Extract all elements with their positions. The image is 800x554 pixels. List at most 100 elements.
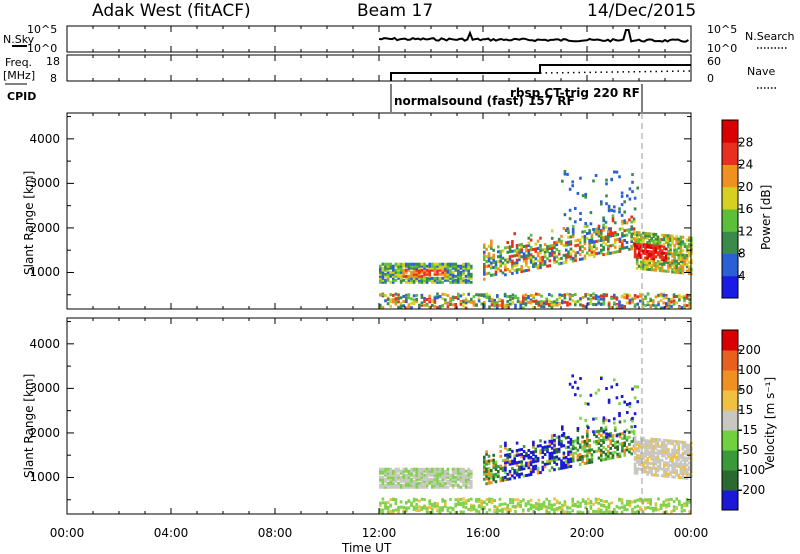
echo-cell xyxy=(649,502,652,506)
echo-cell xyxy=(506,245,509,249)
echo-cell xyxy=(553,260,556,264)
echo-cell xyxy=(660,445,664,449)
echo-cell xyxy=(555,260,559,264)
echo-cell xyxy=(394,292,398,296)
echo-cell xyxy=(464,262,468,266)
echo-cell xyxy=(620,294,624,298)
echo-cell xyxy=(667,245,670,249)
echo-cell xyxy=(635,467,639,471)
echo-cell xyxy=(513,456,516,460)
echo-cell xyxy=(553,441,556,445)
echo-cell xyxy=(397,297,400,300)
echo-cell xyxy=(615,434,619,438)
echo-cell xyxy=(537,498,541,502)
echo-cell xyxy=(399,485,403,489)
echo-cell xyxy=(594,294,598,298)
echo-cell xyxy=(529,233,533,237)
echo-cell xyxy=(392,266,395,270)
echo-cell xyxy=(650,453,653,457)
echo-cell xyxy=(586,451,589,455)
echo-cell xyxy=(600,229,603,233)
echo-cell xyxy=(384,272,387,276)
echo-cell xyxy=(640,436,643,440)
echo-cell xyxy=(462,292,465,296)
echo-cell xyxy=(492,256,495,260)
echo-cell xyxy=(470,280,473,284)
echo-cell xyxy=(623,210,626,214)
echo-cell xyxy=(483,263,486,266)
echo-cell xyxy=(415,473,418,477)
echo-cell xyxy=(454,469,457,473)
echo-cell xyxy=(597,227,601,231)
echo-cell xyxy=(579,212,582,215)
echo-cell xyxy=(475,498,478,502)
echo-cell xyxy=(412,266,416,270)
echo-cell xyxy=(576,238,580,242)
echo-cell xyxy=(436,483,439,487)
echo-cell xyxy=(687,254,691,258)
echo-cell xyxy=(683,472,687,476)
echo-cell xyxy=(568,302,572,306)
echo-cell xyxy=(648,241,651,245)
echo-cell xyxy=(609,442,612,445)
echo-cell xyxy=(671,464,674,468)
echo-cell xyxy=(529,455,533,459)
time-tick-label: 08:00 xyxy=(258,526,293,540)
echo-cell xyxy=(683,244,687,248)
echo-cell xyxy=(671,453,674,457)
echo-cell xyxy=(379,303,382,307)
echo-cell xyxy=(579,510,582,514)
echo-cell xyxy=(571,504,574,508)
echo-cell xyxy=(662,463,666,467)
echo-cell xyxy=(683,299,686,303)
echo-cell xyxy=(614,250,617,254)
echo-cell xyxy=(665,503,668,507)
echo-cell xyxy=(636,504,639,508)
echo-cell xyxy=(493,499,496,503)
echo-cell xyxy=(508,462,512,466)
echo-cell xyxy=(673,270,676,274)
echo-cell xyxy=(607,247,610,251)
echo-cell xyxy=(687,243,691,247)
echo-cell xyxy=(433,276,437,280)
echo-cell xyxy=(449,481,452,485)
echo-cell xyxy=(623,508,626,511)
echo-cell xyxy=(534,249,538,253)
echo-cell xyxy=(539,439,542,443)
echo-cell xyxy=(423,303,426,307)
echo-cell xyxy=(621,239,624,243)
echo-cell xyxy=(459,467,463,471)
echo-cell xyxy=(457,500,460,504)
echo-cell xyxy=(485,247,488,251)
colorbar-segment xyxy=(722,390,738,411)
echo-cell xyxy=(560,459,563,463)
echo-cell xyxy=(405,276,408,280)
echo-cell xyxy=(532,450,535,454)
echo-cell xyxy=(673,464,676,468)
echo-cell xyxy=(487,476,491,480)
echo-cell xyxy=(662,470,666,474)
echo-cell xyxy=(451,264,455,268)
echo-cell xyxy=(540,294,543,298)
echo-cell xyxy=(662,293,665,297)
echo-cell xyxy=(529,248,533,252)
echo-cell xyxy=(597,432,601,436)
echo-cell xyxy=(557,467,561,471)
echo-cell xyxy=(433,467,437,471)
echo-cell xyxy=(508,452,512,456)
echo-cell xyxy=(618,249,622,253)
echo-cell xyxy=(581,445,584,449)
echo-cell xyxy=(602,418,605,422)
echo-cell xyxy=(381,306,385,310)
echo-cell xyxy=(611,451,615,455)
echo-cell xyxy=(681,456,685,460)
echo-cell xyxy=(394,508,398,512)
echo-cell xyxy=(633,294,637,297)
echo-cell xyxy=(671,462,674,465)
echo-cell xyxy=(451,295,455,299)
echo-cell xyxy=(516,296,520,300)
echo-cell xyxy=(644,445,647,449)
echo-cell xyxy=(381,262,385,266)
echo-cell xyxy=(639,293,642,297)
echo-cell xyxy=(669,455,672,459)
